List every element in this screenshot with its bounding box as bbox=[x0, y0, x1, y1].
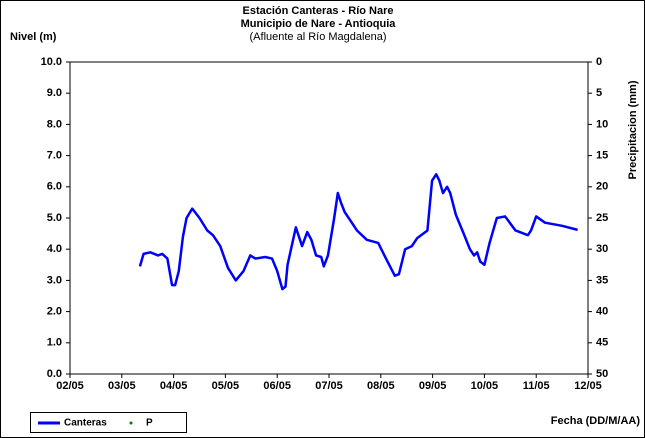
legend-label: Canteras bbox=[64, 418, 107, 429]
y-tick-label: 6.0 bbox=[47, 181, 62, 193]
y-axis-label: Nivel (m) bbox=[10, 31, 57, 43]
y-tick-label: 8.0 bbox=[47, 118, 62, 130]
y-tick-label: 1.0 bbox=[47, 337, 62, 349]
x-tick-label: 06/05 bbox=[263, 380, 291, 392]
y2-axis-label: Precipitacion (mm) bbox=[627, 80, 639, 179]
y-tick-label: 2.0 bbox=[47, 306, 62, 318]
y2-tick-label: 40 bbox=[596, 306, 608, 318]
x-tick-label: 07/05 bbox=[315, 380, 343, 392]
x-tick-label: 05/05 bbox=[212, 380, 240, 392]
y2-tick-label: 25 bbox=[596, 212, 608, 224]
x-tick-label: 12/05 bbox=[574, 380, 602, 392]
y-tick-label: 3.0 bbox=[47, 274, 62, 286]
x-tick-label: 04/05 bbox=[160, 380, 188, 392]
y2-tick-label: 10 bbox=[596, 118, 608, 130]
y2-tick-label: 50 bbox=[596, 368, 608, 380]
y-tick-label: 7.0 bbox=[47, 150, 62, 162]
x-tick-label: 08/05 bbox=[367, 380, 395, 392]
legend-swatch bbox=[129, 421, 133, 425]
x-tick-label: 11/05 bbox=[523, 380, 550, 392]
chart-subtitle: Municipio de Nare - Antioquia bbox=[241, 18, 397, 30]
x-tick-label: 10/05 bbox=[471, 380, 499, 392]
data-line bbox=[138, 173, 578, 291]
y-tick-label: 5.0 bbox=[47, 212, 62, 224]
y2-tick-label: 0 bbox=[596, 56, 602, 68]
legend-label: P bbox=[146, 418, 153, 429]
annotation: (Afluente al Río Magdalena) bbox=[250, 31, 387, 43]
x-tick-label: 09/05 bbox=[419, 380, 447, 392]
y2-tick-label: 30 bbox=[596, 243, 608, 255]
y-tick-label: 9.0 bbox=[47, 87, 62, 99]
y-tick-label: 10.0 bbox=[41, 56, 62, 68]
y2-tick-label: 5 bbox=[596, 87, 602, 99]
y2-tick-label: 35 bbox=[596, 274, 608, 286]
y-tick-label: 0.0 bbox=[47, 368, 62, 380]
y2-tick-label: 15 bbox=[596, 150, 608, 162]
x-axis-label: Fecha (DD/M/AA) bbox=[551, 415, 641, 427]
y2-tick-label: 20 bbox=[596, 181, 608, 193]
x-tick-label: 03/05 bbox=[108, 380, 136, 392]
chart-title: Estación Canteras - Río Nare bbox=[243, 5, 394, 17]
legend bbox=[30, 412, 187, 433]
x-tick-label: 02/05 bbox=[56, 380, 84, 392]
y-tick-label: 4.0 bbox=[47, 243, 62, 255]
y2-tick-label: 45 bbox=[596, 337, 608, 349]
